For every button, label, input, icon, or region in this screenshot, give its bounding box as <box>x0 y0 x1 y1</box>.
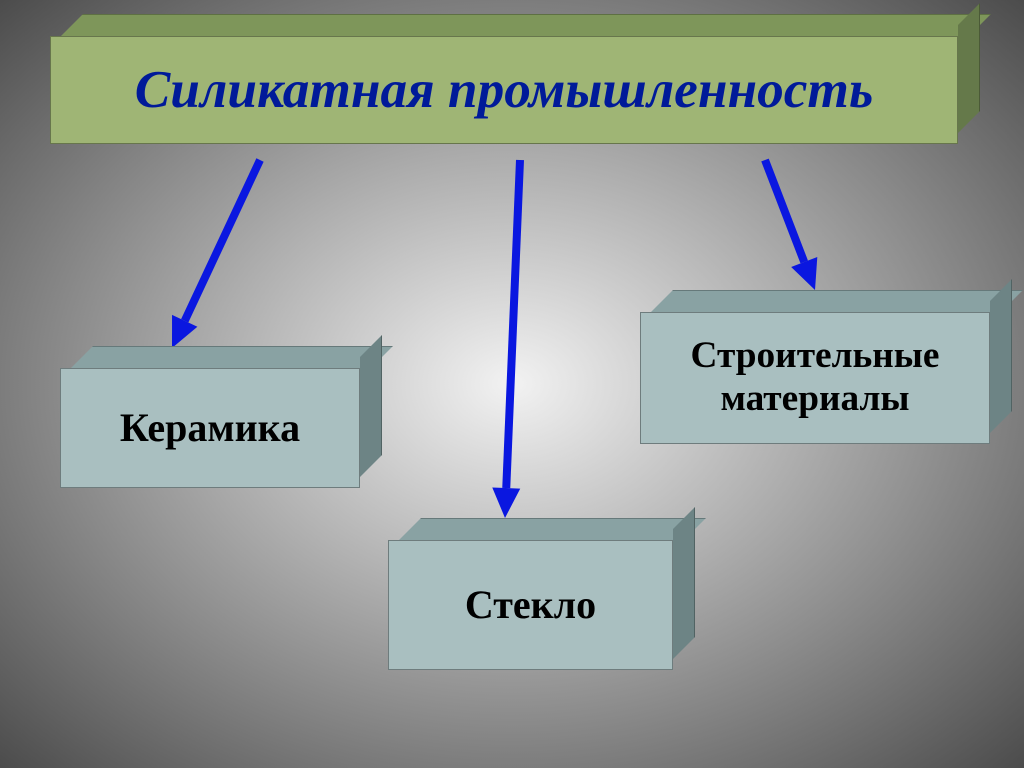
child-box-construction-face: Строительные материалы <box>640 312 990 444</box>
child-box-glass: Стекло <box>388 540 673 670</box>
title-box-label: Силикатная промышленность <box>123 59 886 120</box>
child-box-ceramics-face: Керамика <box>60 368 360 488</box>
child-box-ceramics-label: Керамика <box>108 405 312 451</box>
diagram-content: Силикатная промышленность Керамика Стекло С… <box>0 0 1024 768</box>
child-box-glass-label: Стекло <box>453 582 608 628</box>
title-box-face: Силикатная промышленность <box>50 36 958 144</box>
child-box-ceramics: Керамика <box>60 368 360 488</box>
child-box-glass-face: Стекло <box>388 540 673 670</box>
child-box-construction-label: Строительные материалы <box>641 335 989 421</box>
title-box: Силикатная промышленность <box>50 36 958 144</box>
child-box-construction: Строительные материалы <box>640 312 990 444</box>
